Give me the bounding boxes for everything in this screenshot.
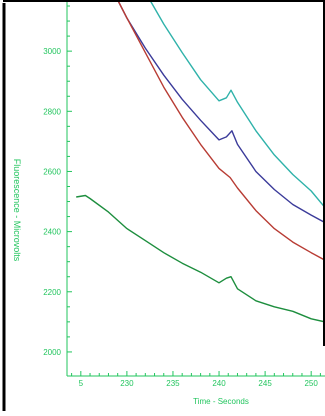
x-tick-label: 240 — [212, 379, 226, 388]
y-tick-label: 3000 — [43, 47, 61, 56]
axes: 2000 2200 2400 2600 2800 3000 5 230 235 240 245 250 — [43, 0, 325, 388]
x-axis-label: Time - Seconds — [193, 397, 249, 406]
x-tick-label: 250 — [304, 379, 318, 388]
y-tick-label: 2200 — [43, 288, 61, 297]
x-tick-label: 235 — [166, 379, 180, 388]
x-tick-label: 230 — [120, 379, 134, 388]
series-line-4 — [76, 194, 325, 323]
x-tick-label: 245 — [258, 379, 272, 388]
series-line-1 — [149, 0, 325, 209]
y-tick-label: 2000 — [43, 348, 61, 357]
series-line-3 — [117, 0, 325, 261]
y-tick-label: 2400 — [43, 228, 61, 237]
x-tick-label: 5 — [79, 379, 84, 388]
series-line-2 — [117, 0, 325, 224]
y-tick-label: 2800 — [43, 107, 61, 116]
y-tick-label: 2600 — [43, 167, 61, 176]
y-axis-label: Fluorescence - Microvolts — [12, 159, 22, 262]
series-group — [76, 0, 325, 323]
